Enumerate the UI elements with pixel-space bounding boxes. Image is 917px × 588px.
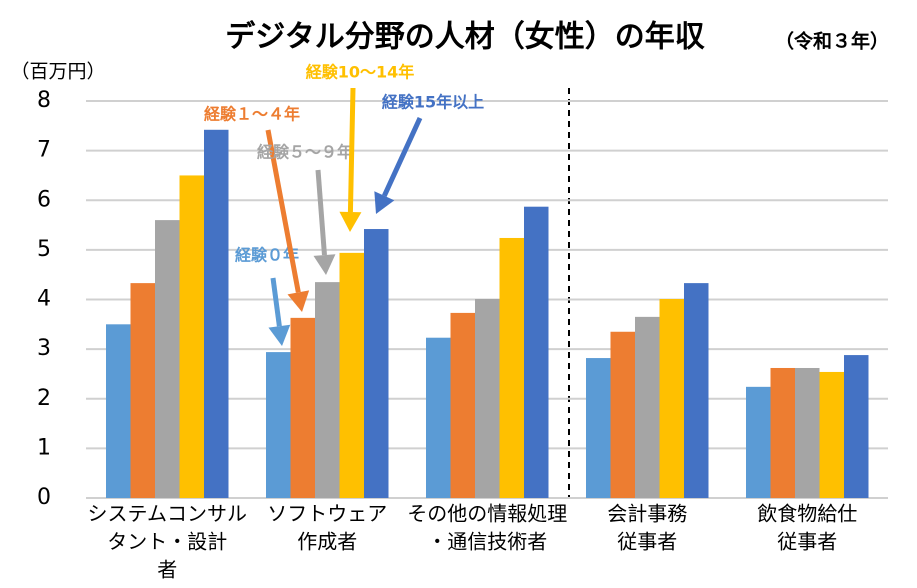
bar	[266, 352, 291, 498]
bar	[635, 316, 660, 498]
y-tick-label: 0	[37, 485, 51, 510]
legend-label: 経験10～14年	[306, 63, 415, 82]
bar	[204, 129, 229, 498]
arrow-head	[313, 254, 336, 275]
legend-label: 経験１～４年	[204, 105, 300, 124]
bar	[475, 299, 500, 498]
y-tick-label: 3	[37, 336, 51, 361]
bar	[610, 331, 635, 498]
x-tick-label: 会計事務	[607, 502, 687, 526]
bar	[179, 175, 204, 498]
arrow-head	[374, 191, 395, 214]
arrow-shaft	[347, 87, 356, 213]
x-tick-label: 作成者	[297, 530, 357, 554]
bar	[659, 299, 684, 498]
y-tick-label: 4	[37, 287, 51, 312]
x-tick-label: タント・設計	[107, 530, 227, 554]
arrow-head	[339, 211, 362, 232]
bar	[499, 237, 524, 498]
arrow-shaft	[382, 116, 423, 197]
arrow-shaft	[315, 169, 327, 256]
bar	[130, 283, 155, 498]
arrow-shaft	[270, 277, 282, 327]
legend-label: 経験５～９年	[257, 143, 353, 162]
y-axis-label: （百万円）	[10, 61, 105, 83]
bar	[819, 371, 844, 498]
legend-label: 経験０年	[235, 246, 299, 265]
x-tick-label: ・通信技術者	[427, 530, 547, 554]
x-tick-label: ソフトウェア	[267, 502, 387, 526]
bar	[770, 367, 795, 498]
bar	[315, 282, 340, 498]
arrow-shaft	[265, 129, 301, 293]
bar	[450, 312, 475, 498]
y-tick-label: 7	[37, 138, 51, 163]
x-tick-label: 者	[157, 558, 177, 582]
bar	[426, 337, 451, 498]
arrow-head	[268, 324, 291, 346]
bar	[290, 317, 315, 498]
x-tick-label: 従事者	[617, 530, 677, 554]
bar	[524, 206, 549, 499]
x-tick-label: 飲食物給仕	[757, 502, 857, 526]
bar	[364, 229, 389, 498]
bar	[339, 252, 364, 498]
y-tick-label: 2	[37, 386, 51, 411]
bar	[155, 220, 180, 498]
y-tick-label: 5	[37, 237, 51, 262]
bar	[795, 367, 820, 498]
legend-label: 経験15年以上	[382, 93, 484, 112]
bar	[746, 386, 771, 498]
bar	[586, 358, 611, 498]
x-tick-label: システムコンサル	[88, 502, 247, 526]
bar	[844, 355, 869, 498]
y-tick-label: 6	[37, 187, 51, 212]
x-tick-label: その他の情報処理	[407, 502, 567, 526]
chart-subtitle: （令和３年）	[775, 30, 889, 53]
bar	[684, 283, 709, 498]
chart-title: デジタル分野の人材（女性）の年収	[225, 20, 705, 55]
bar	[106, 324, 131, 498]
x-tick-label: 従事者	[777, 530, 837, 554]
y-tick-label: 1	[37, 435, 51, 460]
arrow-head	[287, 290, 310, 312]
y-tick-label: 8	[37, 88, 51, 113]
